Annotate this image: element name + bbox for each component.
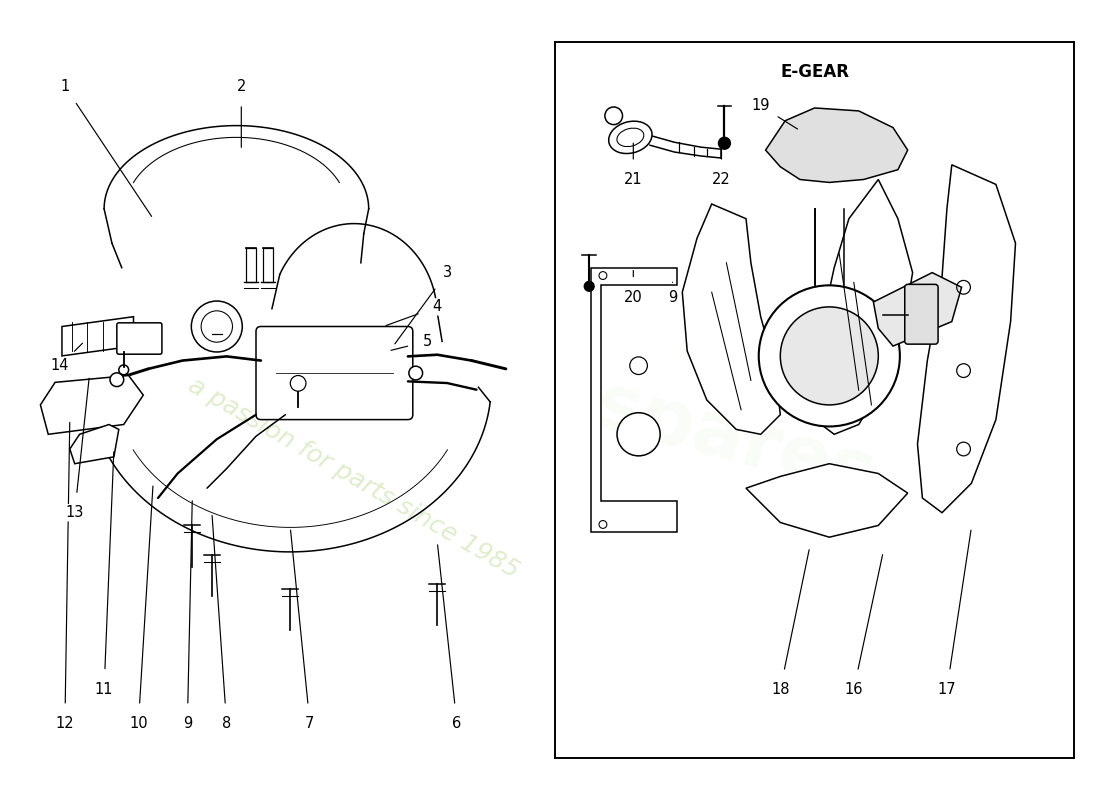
Polygon shape [746, 464, 908, 538]
Text: 7: 7 [305, 716, 315, 731]
Ellipse shape [608, 121, 652, 154]
Text: 12: 12 [56, 716, 74, 731]
Text: 2: 2 [236, 79, 246, 94]
Circle shape [780, 307, 878, 405]
Text: 11: 11 [95, 682, 113, 697]
Polygon shape [682, 204, 780, 434]
FancyBboxPatch shape [256, 326, 412, 419]
Text: EPC
spares: EPC spares [587, 286, 905, 514]
Text: 4: 4 [432, 299, 442, 314]
Text: 5: 5 [422, 334, 432, 349]
Circle shape [290, 375, 306, 391]
Text: 10: 10 [129, 716, 147, 731]
Polygon shape [591, 268, 678, 532]
Text: 20: 20 [624, 290, 642, 305]
Text: E-GEAR: E-GEAR [780, 62, 849, 81]
Circle shape [759, 286, 900, 426]
Circle shape [617, 413, 660, 456]
Polygon shape [917, 165, 1015, 513]
Polygon shape [810, 179, 913, 434]
Text: 18: 18 [771, 682, 790, 697]
Circle shape [584, 282, 594, 291]
Text: 21: 21 [624, 172, 642, 187]
Text: 16: 16 [845, 682, 864, 697]
Text: 17: 17 [937, 682, 956, 697]
Polygon shape [41, 375, 143, 434]
Text: 9: 9 [183, 716, 192, 731]
Text: 6: 6 [452, 716, 462, 731]
FancyBboxPatch shape [117, 323, 162, 354]
Circle shape [191, 301, 242, 352]
Text: 14: 14 [51, 358, 69, 373]
Polygon shape [873, 273, 961, 346]
Text: 3: 3 [442, 265, 452, 280]
Text: 9: 9 [668, 290, 678, 305]
Text: 19: 19 [751, 98, 770, 114]
Text: 8: 8 [222, 716, 231, 731]
Circle shape [201, 311, 232, 342]
Circle shape [409, 366, 422, 380]
Text: 13: 13 [66, 506, 84, 520]
FancyBboxPatch shape [905, 284, 938, 344]
Ellipse shape [617, 128, 643, 146]
Text: 22: 22 [712, 172, 730, 187]
Polygon shape [69, 425, 119, 464]
Circle shape [110, 373, 123, 386]
Circle shape [630, 357, 648, 374]
Polygon shape [62, 317, 133, 356]
Text: 1: 1 [60, 79, 69, 94]
Circle shape [718, 138, 730, 149]
Polygon shape [766, 108, 907, 182]
Text: a passion for parts since 1985: a passion for parts since 1985 [185, 374, 524, 583]
Circle shape [605, 107, 623, 125]
